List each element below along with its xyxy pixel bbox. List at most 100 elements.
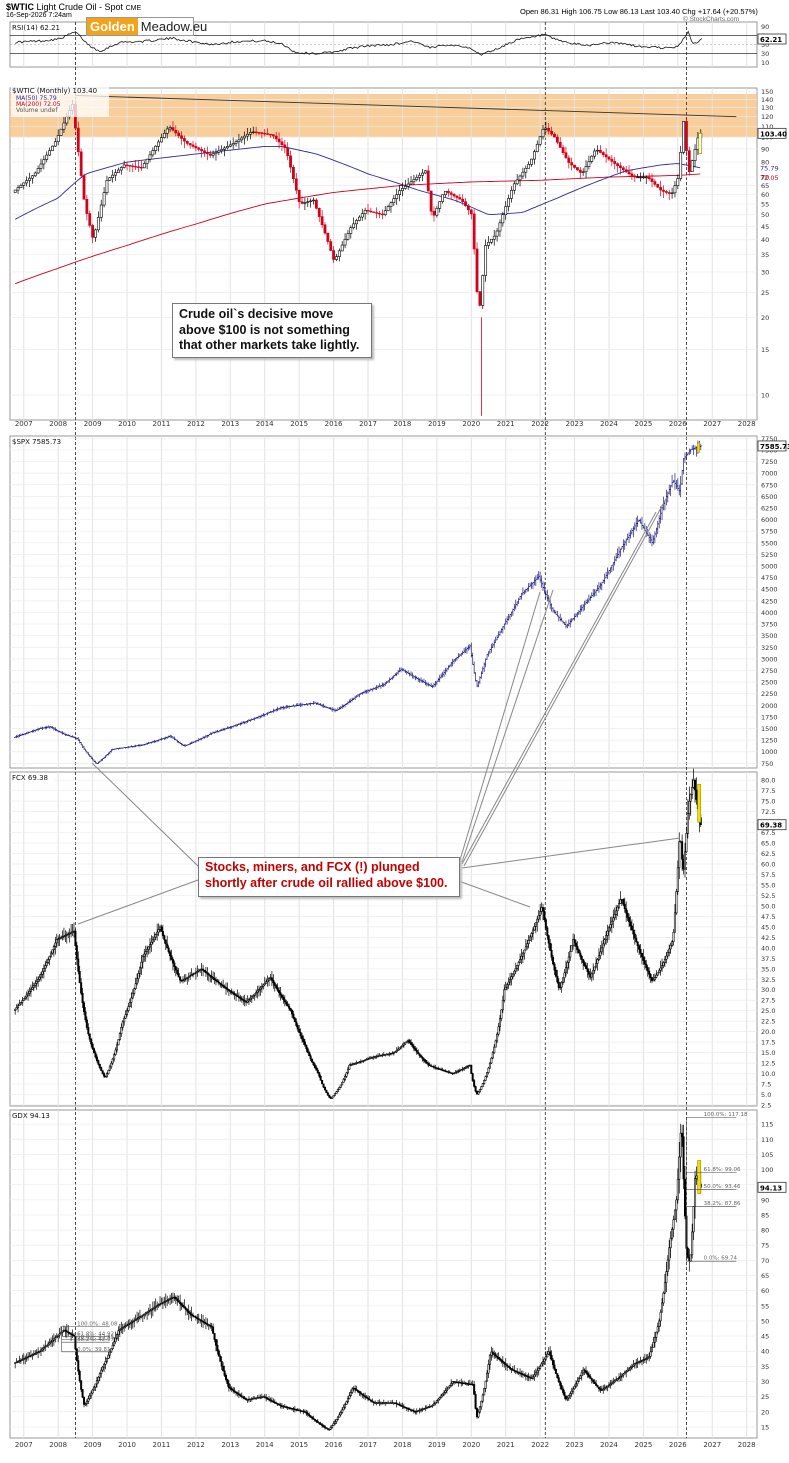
spx-tick-label: 4250 [761,597,778,605]
year-tick-label: 2016 [325,420,343,428]
spx-tick-label: 2500 [761,679,778,687]
gdx-tick-label: 115 [761,1121,773,1129]
gdx-candle [82,1389,83,1397]
fcx-candle [676,891,677,912]
wtic-candle [370,211,372,212]
fcx-candle [663,963,664,966]
wtic-tick-label: 55 [761,201,769,209]
gdx-candle [572,1389,573,1391]
year-tick-label: 2014 [256,1441,274,1449]
fcx-candle [178,974,179,977]
wtic-candle [100,205,102,217]
fcx-candle [658,970,659,972]
fcx-candle [631,926,632,930]
wtic-candle [582,172,584,173]
year-tick-label: 2013 [221,1441,239,1449]
wtic-candle [384,211,386,215]
gdx-candle [334,1422,335,1424]
wtic-candle [23,183,25,185]
fcx-candle [499,1019,500,1027]
year-tick-label: 2022 [531,420,549,428]
gdx-candle [674,1210,675,1220]
fcx-candle [343,1079,344,1082]
fcx-candle [347,1069,348,1073]
fcx-candle [486,1073,487,1077]
fcx-candle [544,911,545,920]
spx-tick-label: 5000 [761,563,778,571]
fcx-candle [288,1006,289,1008]
fcx-candle [547,928,548,936]
logo-golden: Golden [87,18,138,35]
year-tick-label: 2012 [187,420,205,428]
gdx-candle [653,1342,654,1347]
wtic-candle [499,223,501,231]
spx-tick-label: 4500 [761,586,778,594]
fcx-candle [287,1004,288,1006]
wtic-candle [413,180,415,182]
fcx-candle [495,1041,496,1047]
gdx-candle [228,1384,229,1388]
wtic-candle [203,151,205,152]
fcx-candle [564,973,565,978]
resistance-band [10,94,757,137]
spx-tick-label: 3500 [761,632,778,640]
gdx-candle [116,1335,117,1339]
fib-2026-label: 50.0%: 93.46 [704,1184,741,1190]
wtic-candle [421,173,423,175]
callout-pointer [462,512,656,864]
fcx-candle [577,946,578,949]
wtic-candle [579,170,581,172]
wtic-candle [361,214,363,217]
fcx-candle [148,947,149,949]
wtic-candle [427,171,429,191]
panel-frame [10,88,757,420]
fcx-candle [42,971,43,974]
spx-tick-label: 1250 [761,737,778,745]
wtic-tick-label: 140 [761,96,773,104]
fcx-tick-label: 52.5 [761,892,775,900]
fcx-candle [296,1022,297,1026]
gdx-candle [581,1373,582,1376]
gdx-candle [93,1387,94,1390]
wtic-candle [129,165,131,166]
callout-pointer [78,880,198,924]
gdx-candle [217,1345,218,1351]
fcx-candle [169,952,170,956]
wtic-candle [611,159,613,161]
fcx-candle [316,1068,317,1071]
wtic-latest-candle [699,133,702,153]
fcx-candle [548,936,549,943]
fcx-candle [646,964,647,967]
gdx-candle [485,1381,486,1388]
fcx-candle [512,974,513,977]
fcx-candle [175,967,176,970]
fcx-tick-label: 12.5 [761,1060,775,1068]
wtic-candle [551,131,553,134]
gdx-candle [547,1354,548,1356]
fcx-candle [644,961,645,965]
gdx-candle [103,1364,104,1367]
fcx-candle [55,943,56,946]
wtic-candle [396,195,398,199]
wtic-candle [307,202,309,203]
gdx-candle [343,1407,344,1410]
wtic-candle [407,184,409,186]
fcx-candle [585,966,586,969]
wtic-tick-label: 40 [761,236,769,244]
wtic-candle [46,155,48,159]
wtic-candle [244,136,246,138]
fcx-candle [582,959,583,962]
gdx-candle [115,1338,116,1342]
fcx-candle [492,1053,493,1058]
year-tick-label: 2021 [497,1441,515,1449]
fcx-candle [485,1077,486,1081]
year-tick-label: 2013 [221,420,239,428]
fcx-tick-label: 32.5 [761,976,775,984]
fcx-candle [488,1068,489,1072]
symbol-label: $WTIC [6,2,34,12]
fcx-candle [562,978,563,983]
wtic-candle [40,164,42,168]
wtic-tick-label: 50 [761,211,769,219]
spx-tick-label: 3750 [761,621,778,629]
fcx-tick-label: 35.0 [761,965,775,973]
